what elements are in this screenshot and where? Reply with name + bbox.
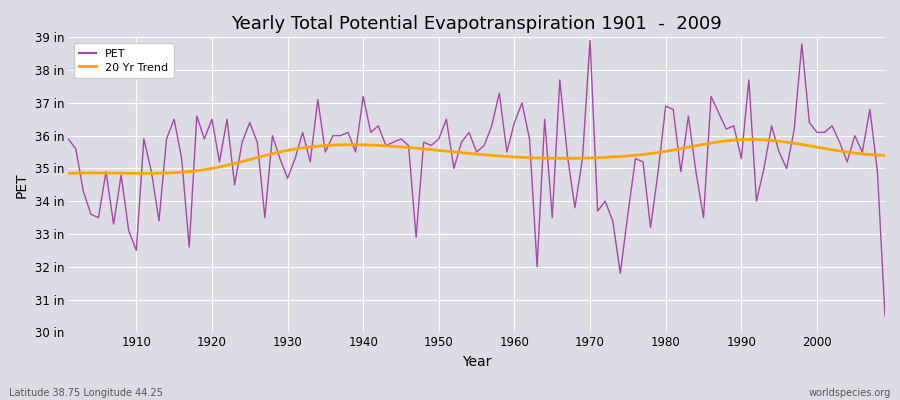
Text: worldspecies.org: worldspecies.org xyxy=(809,388,891,398)
X-axis label: Year: Year xyxy=(462,355,491,369)
Title: Yearly Total Potential Evapotranspiration 1901  -  2009: Yearly Total Potential Evapotranspiratio… xyxy=(231,15,722,33)
Y-axis label: PET: PET xyxy=(15,172,29,198)
Legend: PET, 20 Yr Trend: PET, 20 Yr Trend xyxy=(74,43,174,78)
Text: Latitude 38.75 Longitude 44.25: Latitude 38.75 Longitude 44.25 xyxy=(9,388,163,398)
